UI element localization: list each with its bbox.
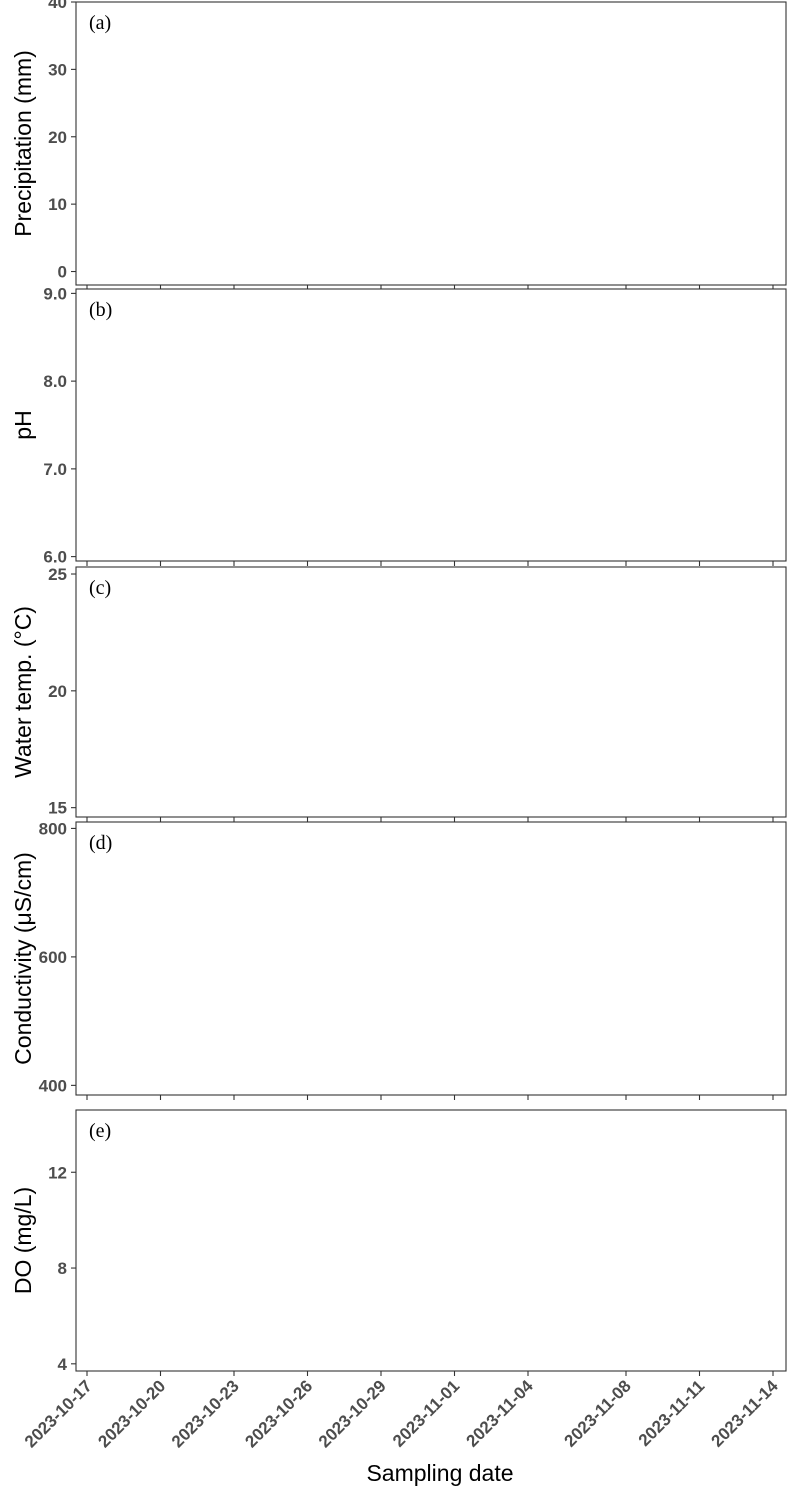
panel-label: (c) bbox=[89, 577, 111, 599]
x-tick-label: 2023-10-20 bbox=[94, 1376, 169, 1451]
x-tick-label: 2023-11-08 bbox=[561, 1376, 635, 1450]
panel-e: 4 8 12 DO (mg/L) (e) bbox=[10, 1109, 787, 1376]
x-tick-label: 2023-11-14 bbox=[708, 1376, 783, 1451]
y-tick-label: 8 bbox=[58, 1259, 67, 1278]
y-tick-label: 6.0 bbox=[43, 548, 67, 567]
panel-border bbox=[75, 566, 787, 818]
y-axis-label: Precipitation (mm) bbox=[10, 50, 36, 237]
x-tick-label: 2023-11-04 bbox=[463, 1376, 538, 1451]
panel-a: 0 10 20 30 40 Precipitation (mm) (a) bbox=[10, 0, 787, 290]
panel-b: 6.0 7.0 8.0 9.0 pH (b) bbox=[10, 284, 787, 567]
panel-label: (a) bbox=[89, 12, 111, 34]
y-tick-label: 10 bbox=[48, 195, 67, 214]
panel-border bbox=[75, 1, 787, 286]
panel-label: (e) bbox=[89, 1120, 111, 1142]
y-axis-label: pH bbox=[10, 410, 36, 439]
y-tick-label: 20 bbox=[48, 128, 67, 147]
y-tick-label: 8.0 bbox=[43, 372, 67, 391]
y-tick-label: 600 bbox=[39, 948, 67, 967]
panel-border bbox=[75, 1109, 787, 1372]
y-tick-label: 4 bbox=[58, 1355, 68, 1374]
x-tick-label: 2023-11-01 bbox=[389, 1376, 463, 1450]
x-tick-label: 2023-11-11 bbox=[635, 1376, 709, 1450]
x-tick-label: 2023-10-17 bbox=[21, 1376, 96, 1451]
y-tick-label: 7.0 bbox=[43, 460, 67, 479]
panel-border bbox=[75, 288, 787, 562]
y-tick-label: 12 bbox=[48, 1163, 67, 1182]
y-tick-label: 9.0 bbox=[43, 284, 67, 303]
y-tick-label: 800 bbox=[39, 819, 67, 838]
x-tick-label: 2023-10-29 bbox=[315, 1376, 390, 1451]
panels: 0 10 20 30 40 Precipitation (mm) (a) 6.0 7.0 8.0 9… bbox=[10, 0, 787, 1376]
y-axis-label: DO (mg/L) bbox=[10, 1187, 36, 1294]
y-tick-label: 0 bbox=[58, 263, 67, 282]
y-tick-label: 40 bbox=[48, 0, 67, 12]
panel-label: (b) bbox=[89, 299, 112, 321]
y-tick-label: 20 bbox=[48, 682, 67, 701]
y-tick-label: 30 bbox=[48, 60, 67, 79]
x-axis-label: Sampling date bbox=[366, 1460, 513, 1486]
x-axis: 2023-10-172023-10-202023-10-232023-10-26… bbox=[21, 1376, 782, 1451]
panel-label: (d) bbox=[89, 832, 112, 854]
panel-c: 15 20 25 Water temp. (°C) (c) bbox=[10, 565, 787, 822]
x-tick-label: 2023-10-23 bbox=[168, 1376, 243, 1451]
y-axis-label: Conductivity (μS/cm) bbox=[10, 852, 36, 1065]
y-tick-label: 25 bbox=[48, 565, 67, 584]
y-axis-label: Water temp. (°C) bbox=[10, 606, 36, 778]
y-tick-label: 15 bbox=[48, 799, 67, 818]
y-tick-label: 400 bbox=[39, 1076, 67, 1095]
x-tick-label: 2023-10-26 bbox=[241, 1376, 316, 1451]
panel-border bbox=[75, 821, 787, 1096]
